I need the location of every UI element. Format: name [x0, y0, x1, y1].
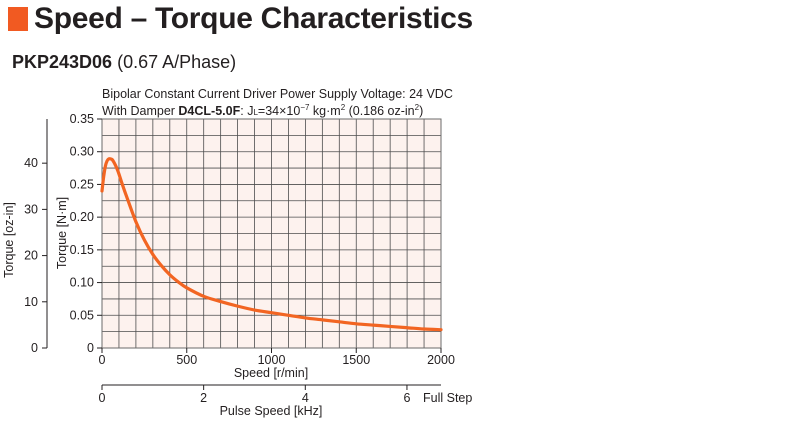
- annotation-prefix: With Damper: [102, 104, 178, 118]
- x2-axis-title: Pulse Speed [kHz]: [220, 404, 323, 418]
- x-tick-label: 500: [176, 353, 197, 367]
- series: [100, 157, 443, 332]
- y-tick-label: 0: [87, 341, 94, 355]
- x-tick-label: 1500: [342, 353, 370, 367]
- x2-tick-label: 6: [403, 391, 410, 405]
- y2-tick-label: 20: [24, 249, 38, 263]
- y-tick-label: 0.30: [70, 145, 94, 159]
- y2-tick-label: 0: [31, 341, 38, 355]
- x-axis-title: Speed [r/min]: [234, 366, 308, 380]
- y2-tick-label: 30: [24, 202, 38, 216]
- y2-axis-title: Torque [oz-in]: [2, 202, 16, 278]
- model-current: (0.67 A/Phase): [117, 52, 237, 72]
- y-tick-label: 0.35: [70, 112, 94, 126]
- model-name: PKP243D06: [12, 52, 113, 72]
- y-tick-label: 0.05: [70, 308, 94, 322]
- inertia-exp: −7: [300, 103, 310, 112]
- title-marker-icon: [8, 7, 28, 31]
- y-tick-label: 0.15: [70, 243, 94, 257]
- inertia-unit: kg·m: [309, 104, 340, 118]
- y-tick-label: 0.10: [70, 276, 94, 290]
- y2-tick-label: 40: [24, 156, 38, 170]
- x2-axis-suffix: Full Step: [423, 391, 472, 405]
- inertia-eq: =34×10: [258, 104, 300, 118]
- inertia-sub: L: [253, 108, 258, 117]
- y-axis-title: Torque [N·m]: [55, 197, 69, 269]
- page-title: Speed – Torque Characteristics: [34, 2, 473, 35]
- model-line: PKP243D06 (0.67 A/Phase): [12, 52, 236, 73]
- annotation-line2: With Damper D4CL-5.0F: JL=34×10−7 kg·m2 …: [102, 103, 423, 118]
- x-tick-label: 1000: [258, 353, 286, 367]
- grid: [102, 119, 441, 348]
- y-tick-label: 0.20: [70, 210, 94, 224]
- inertia-unit-exp: 2: [341, 103, 346, 112]
- inertia-imperial: (0.186 oz-in: [345, 104, 415, 118]
- x-tick-label: 2000: [427, 353, 455, 367]
- torque-curve: [100, 157, 443, 332]
- y-tick-label: 0.25: [70, 177, 94, 191]
- inertia-sep: :: [240, 104, 247, 118]
- x2-tick-label: 0: [99, 391, 106, 405]
- x2-tick-label: 2: [200, 391, 207, 405]
- damper-model: D4CL-5.0F: [178, 104, 240, 118]
- inertia-imperial-exp: 2: [415, 103, 420, 112]
- axes: 0 500 1000 1500 200000.050.100.150.200.250.3…: [24, 112, 455, 405]
- inertia-j: J: [247, 104, 253, 118]
- inertia-imperial-close: ): [419, 104, 423, 118]
- page-header: Speed – Torque Characteristics: [8, 2, 473, 36]
- y2-tick-label: 10: [24, 295, 38, 309]
- x-tick-label: 0: [99, 353, 106, 367]
- x2-tick-label: 4: [302, 391, 309, 405]
- annotation-line1: Bipolar Constant Current Driver Power Su…: [102, 87, 453, 101]
